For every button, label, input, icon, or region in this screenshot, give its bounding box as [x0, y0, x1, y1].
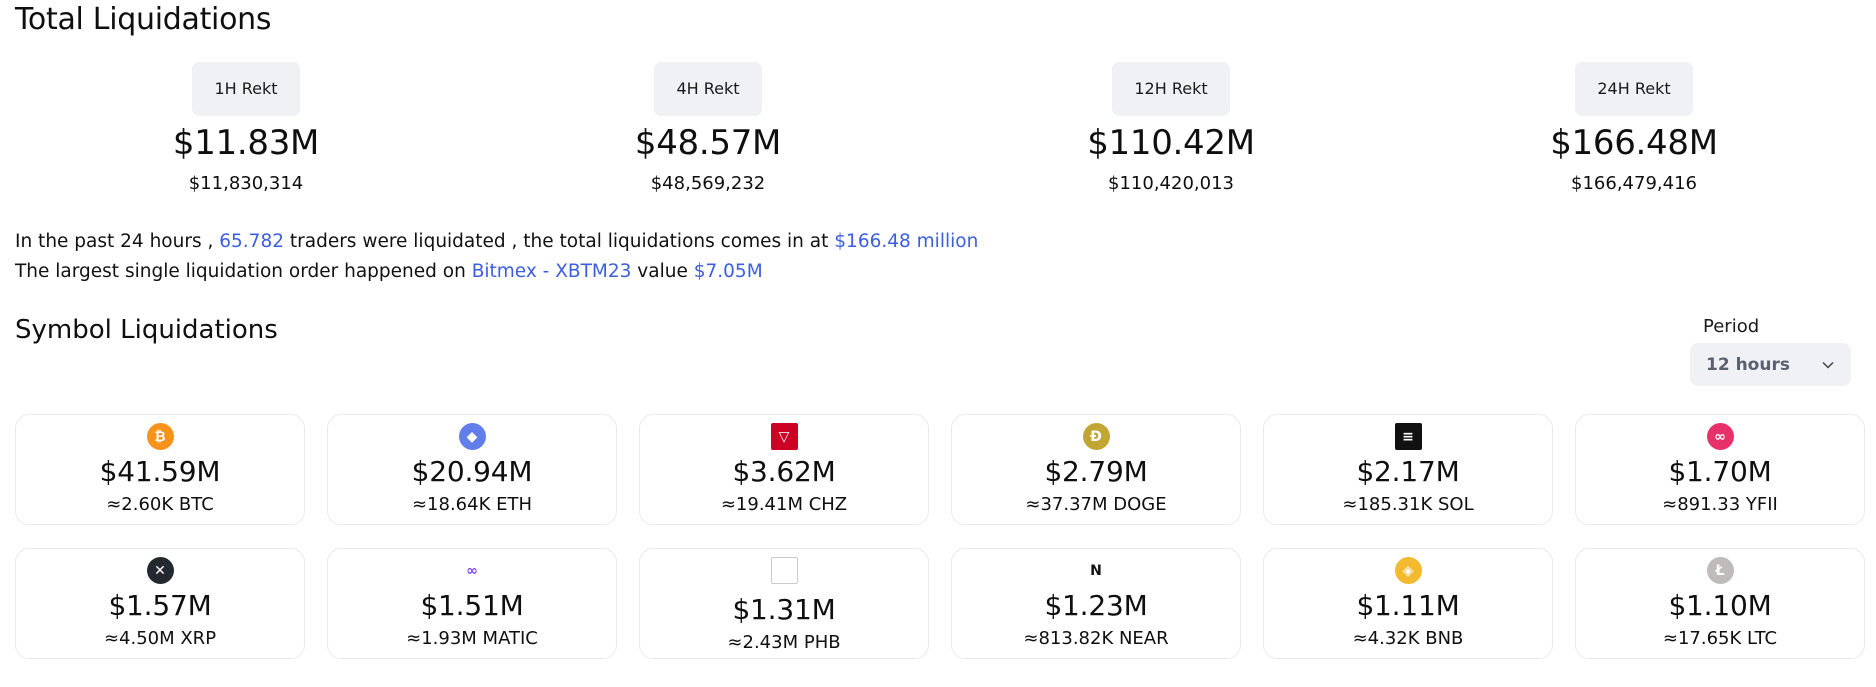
coin-icon-wrap: N: [952, 557, 1240, 584]
litecoin-icon: Ł: [1706, 557, 1734, 584]
symbol-amount: ≈891.33 YFII: [1662, 494, 1778, 515]
broken-image-icon: [770, 557, 798, 584]
symbol-card[interactable]: Ł $1.10M ≈17.65K LTC: [1575, 548, 1865, 659]
symbol-value: $41.59M: [99, 455, 221, 488]
symbol-card[interactable]: ◆ $20.94M ≈18.64K ETH: [327, 414, 617, 525]
total-4h: 4H Rekt $48.57M $48,569,232: [543, 62, 873, 196]
ethereum-icon: ◆: [458, 423, 486, 450]
symbol-value: $3.62M: [732, 455, 836, 488]
stat-exact-12h: $110,420,013: [1108, 173, 1234, 194]
symbol-amount: ≈1.93M MATIC: [406, 628, 538, 649]
symbol-amount: ≈2.60K BTC: [106, 494, 214, 515]
symbol-grid: ₿ $41.59M ≈2.60K BTC ◆ $20.94M ≈18.64K ETH ▽ $3…: [15, 414, 1865, 659]
symbol-amount: ≈18.64K ETH: [411, 494, 533, 515]
page-title: Total Liquidations: [15, 2, 272, 37]
symbol-value: $20.94M: [411, 455, 533, 488]
symbol-amount: ≈2.43M PHB: [727, 632, 841, 653]
stat-value-1h: $11.83M: [172, 123, 320, 163]
stat-value-24h: $166.48M: [1550, 123, 1718, 163]
summary-line-1: In the past 24 hours , 65.782 traders we…: [15, 227, 978, 257]
solana-icon: ≡: [1394, 423, 1422, 450]
liquidation-summary: In the past 24 hours , 65.782 traders we…: [15, 227, 978, 287]
period-label: Period: [1703, 316, 1760, 337]
polygon-icon: ∞: [458, 557, 486, 584]
stat-exact-4h: $48,569,232: [650, 173, 766, 194]
total-24h: 24H Rekt $166.48M $166,479,416: [1469, 62, 1799, 196]
total-12h: 12H Rekt $110.42M $110,420,013: [1006, 62, 1336, 196]
xrp-icon: ✕: [146, 557, 174, 584]
bitcoin-icon: ₿: [146, 423, 174, 450]
symbol-amount: ≈4.50M XRP: [103, 628, 217, 649]
total-1h: 1H Rekt $11.83M $11,830,314: [81, 62, 411, 196]
symbol-card[interactable]: ∞ $1.51M ≈1.93M MATIC: [327, 548, 617, 659]
stat-label-1h[interactable]: 1H Rekt: [192, 62, 300, 116]
section-title: Symbol Liquidations: [15, 315, 278, 345]
coin-icon-wrap: Ð: [952, 423, 1240, 450]
summary-line-2: The largest single liquidation order hap…: [15, 257, 978, 287]
stat-label-12h[interactable]: 12H Rekt: [1112, 62, 1230, 116]
largest-order-link[interactable]: Bitmex - XBTM23: [471, 261, 632, 282]
symbol-amount: ≈813.82K NEAR: [1023, 628, 1169, 649]
stat-label-4h[interactable]: 4H Rekt: [654, 62, 762, 116]
chevron-down-icon: [1822, 361, 1834, 369]
summary-text: traders were liquidated , the total liqu…: [289, 231, 829, 252]
period-value: 12 hours: [1706, 354, 1790, 375]
stat-label-24h[interactable]: 24H Rekt: [1575, 62, 1693, 116]
coin-icon-wrap: ∞: [1576, 423, 1864, 450]
coin-icon-wrap: ∞: [328, 557, 616, 584]
stat-exact-1h: $11,830,314: [188, 173, 304, 194]
coin-icon-wrap: ◈: [1264, 557, 1552, 584]
coin-icon-wrap: ✕: [16, 557, 304, 584]
symbol-amount: ≈37.37M DOGE: [1025, 494, 1167, 515]
symbol-card[interactable]: ≡ $2.17M ≈185.31K SOL: [1263, 414, 1553, 525]
summary-text: In the past 24 hours ,: [15, 231, 214, 252]
symbol-amount: ≈185.31K SOL: [1342, 494, 1474, 515]
stat-exact-24h: $166,479,416: [1571, 173, 1697, 194]
symbol-value: $1.57M: [108, 589, 212, 622]
symbol-value: $1.31M: [732, 593, 836, 626]
symbol-card[interactable]: ◈ $1.11M ≈4.32K BNB: [1263, 548, 1553, 659]
traders-count: 65.782: [219, 231, 284, 252]
dogecoin-icon: Ð: [1082, 423, 1110, 450]
near-icon: N: [1082, 557, 1110, 584]
period-select[interactable]: 12 hours: [1690, 343, 1851, 386]
summary-text: The largest single liquidation order hap…: [15, 261, 466, 282]
symbol-card[interactable]: Ð $2.79M ≈37.37M DOGE: [951, 414, 1241, 525]
symbol-amount: ≈17.65K LTC: [1662, 628, 1778, 649]
symbol-card[interactable]: ₿ $41.59M ≈2.60K BTC: [15, 414, 305, 525]
coin-icon-wrap: ₿: [16, 423, 304, 450]
symbol-card[interactable]: $1.31M ≈2.43M PHB: [639, 548, 929, 659]
symbol-value: $1.51M: [420, 589, 524, 622]
total-amount: $166.48 million: [834, 231, 979, 252]
coin-icon-wrap: ≡: [1264, 423, 1552, 450]
chiliz-icon: ▽: [770, 423, 798, 450]
symbol-amount: ≈19.41M CHZ: [720, 494, 848, 515]
symbol-value: $1.10M: [1668, 589, 1772, 622]
summary-text: value: [637, 261, 688, 282]
stat-value-4h: $48.57M: [634, 123, 782, 163]
coin-icon-wrap: ◆: [328, 423, 616, 450]
largest-order-value: $7.05M: [693, 261, 763, 282]
totals-row: 1H Rekt $11.83M $11,830,314 4H Rekt $48.…: [0, 62, 1876, 202]
symbol-amount: ≈4.32K BNB: [1352, 628, 1464, 649]
symbol-card[interactable]: ✕ $1.57M ≈4.50M XRP: [15, 548, 305, 659]
symbol-value: $2.79M: [1044, 455, 1148, 488]
symbol-value: $1.23M: [1044, 589, 1148, 622]
yfii-icon: ∞: [1706, 423, 1734, 450]
bnb-icon: ◈: [1394, 557, 1422, 584]
coin-icon-wrap: [640, 557, 928, 588]
symbol-card[interactable]: ∞ $1.70M ≈891.33 YFII: [1575, 414, 1865, 525]
symbol-card[interactable]: ▽ $3.62M ≈19.41M CHZ: [639, 414, 929, 525]
symbol-value: $1.70M: [1668, 455, 1772, 488]
symbol-card[interactable]: N $1.23M ≈813.82K NEAR: [951, 548, 1241, 659]
symbol-value: $2.17M: [1356, 455, 1460, 488]
coin-icon-wrap: ▽: [640, 423, 928, 450]
symbol-value: $1.11M: [1356, 589, 1460, 622]
stat-value-12h: $110.42M: [1087, 123, 1255, 163]
coin-icon-wrap: Ł: [1576, 557, 1864, 584]
